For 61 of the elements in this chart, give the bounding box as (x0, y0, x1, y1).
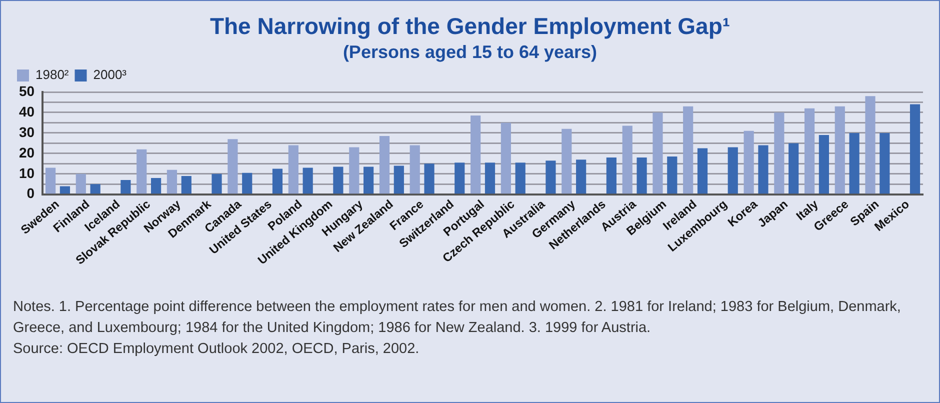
bar (242, 172, 252, 194)
source-note: Source: OECD Employment Outlook 2002, OECD, Paris, 2002. (13, 340, 420, 359)
bar (166, 170, 178, 194)
bar (697, 148, 708, 194)
bar (379, 136, 390, 194)
bar (652, 112, 663, 194)
bar (454, 162, 465, 194)
bar (622, 126, 632, 194)
bar (744, 130, 754, 194)
legend-label: 1980² (36, 67, 70, 82)
bar (288, 145, 298, 194)
bar (683, 106, 694, 194)
bar (728, 147, 738, 194)
bar (546, 160, 556, 194)
bar (424, 164, 434, 194)
bar (302, 168, 313, 194)
bar (562, 128, 572, 194)
y-tick-label: 20 (18, 144, 35, 160)
bar (910, 104, 920, 194)
bar (667, 156, 678, 194)
bar (470, 116, 481, 194)
y-tick-label: 10 (18, 164, 35, 181)
bar (60, 186, 70, 194)
bar (364, 166, 374, 194)
legend-label: 2000³ (93, 67, 128, 82)
bar (120, 180, 131, 194)
bar (804, 108, 815, 194)
bar (818, 135, 829, 194)
bar (834, 106, 845, 194)
bar (90, 184, 100, 194)
chart-subtitle: (Persons aged 15 to 64 years) (342, 42, 598, 63)
bar (636, 158, 647, 194)
bar (150, 178, 162, 194)
bar (349, 147, 360, 194)
bar (606, 158, 616, 194)
bar (181, 176, 192, 194)
chart-title: The Narrowing of the Gender Employment Gap¹ (208, 13, 732, 40)
bar (576, 160, 586, 194)
text: Notes. 1. Percentage point difference between the employment rates for men and women. 2. 1981 for Ireland; 1983 for Belgium, Denmark, Greece, and Luxembourg; 1984 for the United Kingdom; 1986 for New Zealand. 3. 1999 for Austria. (13, 298, 902, 338)
y-tick-label: 50 (18, 82, 35, 99)
bar (228, 139, 238, 194)
bar (484, 162, 496, 194)
bar (788, 143, 799, 194)
bar (758, 145, 768, 194)
y-tick-label: 30 (18, 124, 35, 140)
bar (212, 174, 222, 194)
bar (272, 168, 283, 194)
bar (45, 168, 56, 194)
bar (515, 162, 526, 194)
bar (774, 112, 784, 194)
bar (865, 96, 876, 194)
bar (880, 132, 890, 194)
bar (76, 174, 86, 194)
bar (849, 132, 860, 194)
bar (136, 149, 147, 194)
bar (333, 166, 344, 194)
y-tick-label: 0 (26, 185, 35, 202)
bar (500, 122, 511, 194)
bar (394, 166, 404, 194)
bar (410, 145, 420, 194)
y-tick-label: 40 (18, 103, 35, 120)
